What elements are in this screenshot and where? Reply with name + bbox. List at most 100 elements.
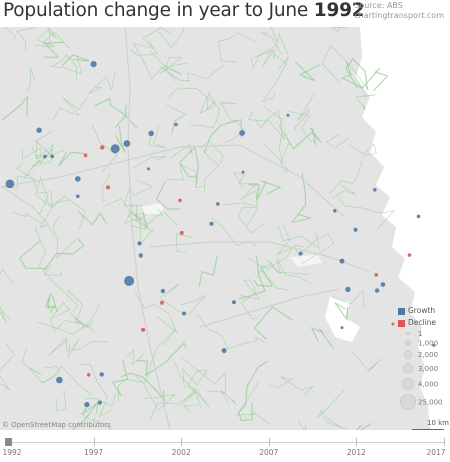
road (48, 337, 109, 356)
road (283, 127, 322, 150)
slider-year-label: 1997 (84, 448, 104, 457)
size-legend-label: 2,000 (418, 351, 438, 359)
growth-bubble (286, 113, 290, 117)
chart-title: Population change in year to June 1992 (3, 0, 365, 21)
road (0, 343, 15, 391)
decline-bubble (83, 153, 88, 158)
road (211, 217, 258, 247)
road-network (0, 27, 395, 430)
decline-bubble (179, 230, 184, 235)
road (148, 125, 166, 149)
legend-decline-label: Decline (408, 318, 437, 327)
road (125, 349, 145, 366)
growth-bubble (380, 282, 386, 287)
growth-bubble (353, 227, 358, 232)
road (238, 360, 269, 422)
road (348, 143, 377, 158)
slider-tick (356, 438, 358, 446)
road (55, 389, 67, 411)
road (34, 226, 46, 269)
road (316, 389, 347, 430)
growth-bubble (345, 286, 351, 293)
road (0, 268, 14, 285)
size-legend-circle (403, 350, 413, 359)
growth-bubble (216, 202, 220, 206)
road (236, 381, 271, 425)
road (80, 412, 113, 430)
year-slider[interactable]: 1992 1997 2002 2007 2012 2017 (0, 436, 450, 462)
motorway (149, 241, 371, 273)
slider-track[interactable] (6, 442, 444, 443)
road (101, 172, 112, 202)
slider-year-label: 1992 (2, 448, 22, 457)
source-line-1: Source: ABS (354, 1, 403, 10)
road (84, 392, 117, 416)
road (1, 175, 56, 238)
growth-bubble (50, 154, 54, 159)
growth-bubble (174, 122, 178, 127)
growth-bubble (90, 61, 97, 68)
growth-bubble (110, 144, 120, 154)
road (123, 185, 146, 221)
road (222, 191, 258, 207)
road (34, 130, 65, 160)
road (42, 267, 84, 325)
road (135, 342, 187, 377)
legend-growth-label: Growth (408, 306, 436, 315)
road (173, 360, 201, 408)
decline-bubble (178, 198, 182, 203)
road (248, 222, 294, 270)
slider-tick (444, 438, 445, 446)
road (133, 27, 171, 64)
decline-swatch (398, 319, 405, 327)
growth-bubble (137, 241, 142, 246)
growth-bubble (76, 194, 80, 199)
decline-bubble (407, 253, 412, 257)
road (257, 269, 289, 291)
map-canvas[interactable] (0, 27, 450, 430)
size-legend-circle (402, 363, 414, 374)
road (262, 56, 289, 103)
road (149, 387, 210, 421)
road (331, 184, 356, 199)
slider-year-label: 2007 (259, 448, 279, 457)
size-legend-label: 1 (418, 330, 422, 338)
road (297, 419, 307, 430)
growth-bubble (232, 300, 236, 305)
road (166, 104, 187, 135)
road (187, 64, 224, 82)
road (0, 305, 12, 323)
road (67, 338, 80, 358)
road (310, 326, 334, 349)
road (21, 347, 60, 384)
growth-bubble (221, 348, 227, 354)
growth-bubble (99, 372, 104, 377)
road (253, 306, 293, 340)
decline-bubble (374, 273, 379, 277)
road (196, 313, 265, 350)
road (167, 87, 217, 114)
road (133, 156, 167, 169)
road (93, 97, 138, 129)
title-prefix: Population change in year to June (3, 0, 314, 21)
growth-bubble (36, 127, 42, 133)
road (129, 39, 158, 56)
road (111, 359, 128, 397)
decline-bubble (391, 322, 395, 326)
road (237, 206, 265, 234)
population-bubbles (5, 61, 436, 408)
map-area[interactable] (0, 27, 450, 430)
road (19, 237, 85, 270)
slider-handle[interactable] (5, 438, 12, 446)
decline-bubble (100, 145, 105, 150)
decline-bubble (106, 185, 110, 190)
source-line-2: chartingtransport.com (354, 11, 444, 20)
growth-bubble (124, 275, 135, 286)
road (115, 104, 127, 128)
road (280, 143, 290, 172)
slider-tick (181, 438, 183, 446)
road (232, 171, 259, 201)
size-legend-label: 25,000 (418, 399, 443, 407)
road (288, 110, 312, 142)
road (334, 302, 349, 322)
